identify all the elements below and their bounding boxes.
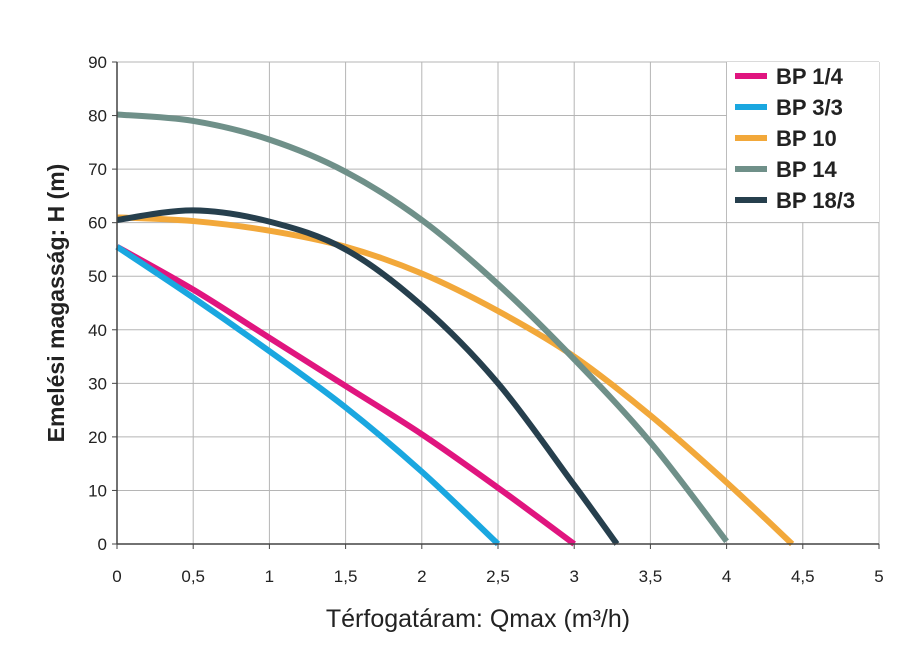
legend-label: BP 10 — [776, 126, 837, 151]
series-line-bp-18-3 — [116, 207, 620, 546]
legend-label: BP 1/4 — [776, 64, 844, 89]
y-tick-label: 90 — [88, 53, 107, 72]
x-tick-label: 3,5 — [639, 567, 663, 586]
x-tick-label: 3 — [569, 567, 578, 586]
series-line-bp-14 — [116, 111, 729, 544]
x-tick-label: 2,5 — [486, 567, 510, 586]
y-tick-label: 80 — [88, 107, 107, 126]
x-tick-label: 4 — [722, 567, 731, 586]
x-tick-label: 1 — [265, 567, 274, 586]
x-tick-label: 0,5 — [181, 567, 205, 586]
series-line-bp-1-4 — [115, 244, 576, 547]
series-line-bp-10 — [116, 214, 795, 547]
y-tick-label: 70 — [88, 160, 107, 179]
x-axis-label: Térfogatáram: Qmax (m³/h) — [326, 605, 630, 633]
legend: BP 1/4 BP 3/3 BP 10 BP 14 BP 18/3 — [727, 62, 879, 222]
y-tick-label: 0 — [98, 535, 107, 554]
y-tick-label: 50 — [88, 267, 107, 286]
series-lines — [115, 111, 795, 547]
series-line-bp-3-3 — [115, 244, 501, 547]
legend-label: BP 18/3 — [776, 188, 855, 213]
legend-background — [727, 62, 879, 222]
y-tick-label: 10 — [88, 481, 107, 500]
x-tick-label: 1,5 — [334, 567, 358, 586]
y-tick-label: 60 — [88, 214, 107, 233]
x-tick-label: 0 — [112, 567, 121, 586]
y-tick-label: 30 — [88, 374, 107, 393]
x-tick-label: 5 — [874, 567, 883, 586]
y-tick-label: 20 — [88, 428, 107, 447]
x-tick-label: 4,5 — [791, 567, 815, 586]
y-axis-label: Emelési magasság: H (m) — [43, 164, 69, 443]
legend-label: BP 14 — [776, 157, 838, 182]
y-tick-label: 40 — [88, 321, 107, 340]
x-tick-label: 2 — [417, 567, 426, 586]
legend-label: BP 3/3 — [776, 95, 843, 120]
